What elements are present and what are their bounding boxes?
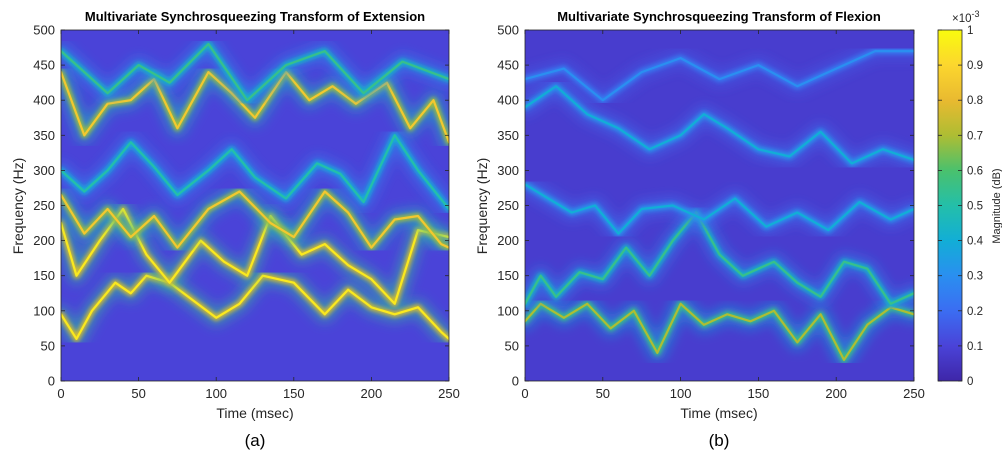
y-tick-label: 500: [497, 23, 519, 38]
x-tick-label: 100: [670, 386, 692, 401]
x-tick-label: 200: [825, 386, 847, 401]
chart-title: Multivariate Synchrosqueezing Transform …: [557, 9, 881, 24]
colorbar-tick-label: 0.6: [967, 165, 983, 177]
y-tick-label: 500: [33, 23, 55, 38]
colorbar-tick-label: 0.4: [967, 236, 984, 248]
y-tick-label: 450: [497, 58, 519, 73]
panel-caption: (b): [709, 431, 730, 450]
colorbar-tick-label: 0.1: [967, 341, 983, 353]
x-tick-label: 100: [205, 386, 227, 401]
x-axis-label: Time (msec): [680, 405, 757, 421]
panel-a: Multivariate Synchrosqueezing Transform …: [10, 9, 460, 450]
y-tick-label: 300: [33, 163, 55, 178]
y-tick-label: 300: [497, 163, 519, 178]
y-tick-label: 400: [33, 93, 55, 108]
y-tick-label: 100: [497, 303, 519, 318]
colorbar-tick-label: 0.7: [967, 130, 983, 142]
panel-b: Multivariate Synchrosqueezing Transform …: [474, 9, 925, 450]
x-tick-label: 150: [748, 386, 770, 401]
x-tick-label: 0: [57, 386, 64, 401]
heatmap: [61, 30, 449, 381]
y-tick-label: 200: [33, 233, 55, 248]
colorbar-label: Magnitude (dB): [991, 168, 1002, 243]
colorbar-tick-label: 0.3: [967, 271, 983, 283]
y-tick-label: 250: [497, 198, 519, 213]
y-tick-label: 450: [33, 58, 55, 73]
y-tick-label: 350: [497, 128, 519, 143]
y-tick-label: 250: [33, 198, 55, 213]
y-tick-label: 50: [41, 338, 55, 353]
y-tick-label: 150: [33, 268, 55, 283]
y-tick-label: 50: [505, 338, 519, 353]
x-tick-label: 200: [361, 386, 383, 401]
y-tick-label: 100: [33, 303, 55, 318]
chart-title: Multivariate Synchrosqueezing Transform …: [85, 9, 425, 24]
y-tick-label: 350: [33, 128, 55, 143]
y-tick-label: 200: [497, 233, 519, 248]
y-tick-label: 150: [497, 268, 519, 283]
colorbar-tick-label: 0.8: [967, 95, 983, 107]
x-tick-label: 0: [521, 386, 528, 401]
colorbar-tick-label: 0.2: [967, 306, 983, 318]
y-axis-label: Frequency (Hz): [474, 158, 490, 254]
colorbar-tick-label: 0: [967, 376, 973, 388]
y-tick-label: 0: [512, 374, 519, 389]
y-axis-label: Frequency (Hz): [10, 158, 26, 254]
colorbar-tick-label: 1: [967, 25, 973, 37]
colorbar-tick-label: 0.5: [967, 201, 983, 213]
x-tick-label: 50: [131, 386, 145, 401]
heatmap: [525, 30, 914, 381]
colorbar-tick-label: 0.9: [967, 60, 983, 72]
y-tick-label: 400: [497, 93, 519, 108]
panel-caption: (a): [245, 431, 266, 450]
x-tick-label: 250: [903, 386, 925, 401]
x-tick-label: 150: [283, 386, 305, 401]
x-axis-label: Time (msec): [216, 405, 293, 421]
colorbar: 0 0.1 0.2 0.3 0.4 0.5 0.6 0.7 0.8 0.9 1 ×10-3 Magn…: [938, 9, 1002, 388]
x-tick-label: 50: [596, 386, 610, 401]
colorbar-multiplier: ×10-3: [952, 9, 980, 25]
y-tick-label: 0: [48, 374, 55, 389]
x-tick-label: 250: [438, 386, 460, 401]
